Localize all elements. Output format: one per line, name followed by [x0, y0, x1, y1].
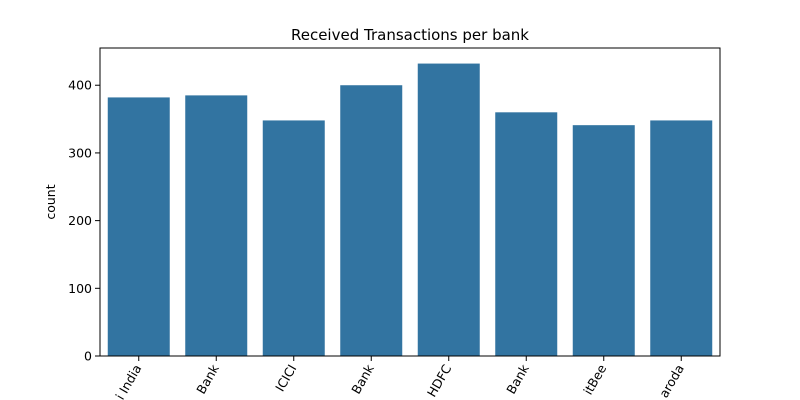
- y-axis-label: count: [43, 184, 58, 219]
- chart-title: Received Transactions per bank: [291, 26, 529, 44]
- bar-7: [650, 120, 713, 357]
- x-tick-label-7: aroda: [656, 362, 687, 400]
- x-tick-label-1: Bank: [193, 361, 222, 396]
- y-tick-label-2: 200: [68, 213, 92, 228]
- x-tick-label-6: itBee: [580, 361, 609, 397]
- bar-3: [340, 85, 403, 356]
- x-tick-label-4: HDFC: [424, 362, 455, 400]
- plot-frame: [99, 47, 721, 357]
- x-ticks-group: i India Bank ICICI Bank HDFC Bank itBee aroda: [112, 356, 687, 400]
- bar-5: [495, 112, 558, 356]
- bars-group: [107, 63, 713, 357]
- y-tick-label-1: 100: [68, 281, 92, 296]
- x-tick-label-5: Bank: [503, 361, 532, 396]
- x-tick-label-2: ICICI: [272, 362, 299, 394]
- y-ticks-group: 0 100 200 300 400: [68, 78, 100, 364]
- bar-2: [262, 120, 325, 357]
- y-tick-label-4: 400: [68, 78, 92, 93]
- bar-6: [572, 125, 635, 356]
- bar-1: [185, 95, 248, 356]
- bar-0: [107, 97, 170, 357]
- x-tick-label-3: Bank: [348, 361, 377, 396]
- bar-4: [417, 63, 480, 356]
- x-tick-label-0: i India: [112, 362, 144, 400]
- y-tick-label-0: 0: [84, 349, 92, 364]
- y-tick-label-3: 300: [68, 145, 92, 160]
